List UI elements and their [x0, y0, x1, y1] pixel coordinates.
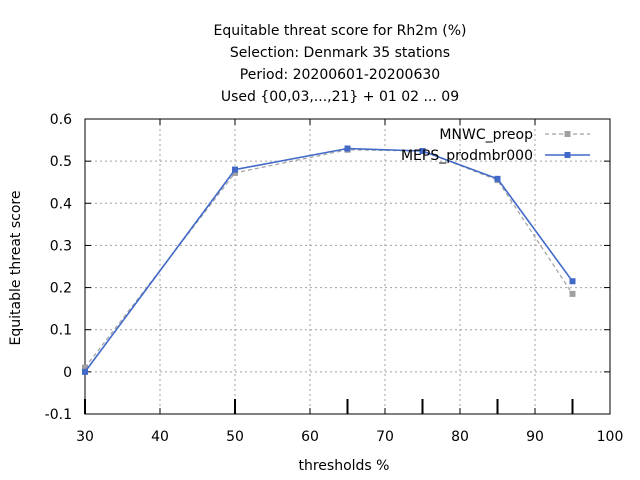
legend-label: MNWC_preop	[439, 127, 533, 143]
y-tick-label: 0.5	[50, 154, 72, 170]
x-tick-label: 100	[597, 429, 624, 445]
grid	[85, 119, 610, 414]
y-tick-label: 0	[63, 365, 72, 381]
y-tick-label: 0.4	[50, 196, 72, 212]
series-point-1	[82, 368, 88, 375]
x-tick-label: 30	[76, 429, 94, 445]
series-line-0	[84, 149, 574, 368]
series-point-0	[569, 290, 576, 297]
series-point-1	[344, 145, 351, 152]
title-line: Equitable threat score for Rh2m (%)	[214, 23, 467, 39]
series	[82, 145, 576, 375]
series-point-0	[82, 364, 88, 371]
series-point-1	[494, 175, 501, 182]
x-tick-label: 80	[451, 429, 469, 445]
y-tick-label: 0.1	[50, 323, 72, 339]
title-line: Period: 20200601-20200630	[240, 67, 440, 83]
legend-swatch-marker	[564, 131, 571, 137]
series-line-1	[84, 147, 574, 373]
y-tick-label: 0.6	[50, 112, 72, 128]
y-tick-label: 0.3	[50, 238, 72, 254]
x-axis-label: thresholds %	[299, 458, 390, 474]
x-tick-label: 60	[301, 429, 319, 445]
y-axis-label: Equitable threat score	[8, 191, 24, 346]
series-point-1	[569, 278, 576, 285]
series-point-1	[419, 148, 426, 155]
x-tick-label: 90	[526, 429, 544, 445]
x-axis: 30 40 50 60 70 80 90 100	[76, 119, 623, 445]
y-axis: -0.1 0 0.1 0.2 0.3 0.4 0.5 0.6	[45, 112, 610, 423]
x-tick-label: 50	[226, 429, 244, 445]
title-line: Used {00,03,...,21} + 01 02 ... 09	[221, 89, 459, 105]
legend-swatch-marker	[564, 152, 571, 158]
x-tick-label: 70	[376, 429, 394, 445]
series-point-1	[232, 166, 238, 173]
legend: MNWC_preop MEPS_prodmbr000	[401, 127, 590, 164]
legend-label: MEPS_prodmbr000	[401, 148, 533, 164]
threshold-markers	[84, 399, 574, 414]
chart-title: Equitable threat score for Rh2m (%) Selec…	[214, 23, 467, 105]
y-tick-label: 0.2	[50, 281, 72, 297]
y-tick-label: -0.1	[45, 407, 72, 423]
x-tick-label: 40	[151, 429, 169, 445]
series-point-0	[232, 169, 238, 176]
title-line: Selection: Denmark 35 stations	[230, 45, 450, 61]
